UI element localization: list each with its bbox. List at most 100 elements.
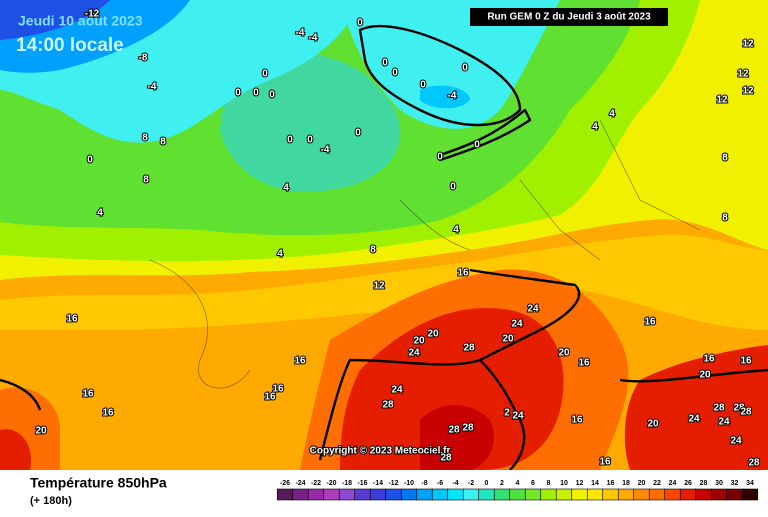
contour-label: 16 (82, 389, 94, 400)
field-hot-west-2 (0, 429, 31, 470)
colorbar-tick-label: 32 (731, 480, 739, 487)
colorbar: -26 -24 -22 -20 -18 -16 -14 -12 -10 -8 -6 -4 -2 0 2 4 6 8… (276, 480, 759, 501)
contour-label: 8 (722, 153, 728, 164)
contour-label: 4 (283, 183, 289, 194)
colorbar-cell (617, 488, 635, 501)
contour-label: 16 (264, 392, 276, 403)
contour-label: 20 (413, 336, 425, 347)
colorbar-tick-label: 2 (500, 480, 504, 487)
contour-label: 16 (644, 317, 656, 328)
colorbar-cell (307, 488, 325, 501)
contour-label: 12 (742, 86, 754, 97)
colorbar-cell (338, 488, 356, 501)
border-line (149, 119, 701, 389)
colorbar-cell (493, 488, 511, 501)
colorbar-tick-label: -10 (404, 480, 414, 487)
contour-label: 0 (474, 140, 480, 151)
contour-label: 0 (87, 155, 93, 166)
coastline (619, 368, 768, 383)
copyright: Copyright © 2023 Meteociel.fr (310, 446, 451, 457)
contour-label: 0 (437, 152, 443, 163)
colorbar-tick-label: -26 (280, 480, 290, 487)
contour-label: -4 (448, 91, 457, 102)
contour-label: 8 (143, 175, 149, 186)
contour-label: 24 (718, 417, 730, 428)
contour-label: 16 (578, 358, 590, 369)
contour-label: 24 (688, 414, 700, 425)
contour-label: 0 (392, 68, 398, 79)
colorbar-tick-label: -8 (421, 480, 427, 487)
contour-label: 4 (609, 109, 615, 120)
colorbar-cell (447, 488, 464, 501)
contour-label: 0 (235, 88, 241, 99)
contour-label: -4 (309, 33, 318, 44)
colorbar-cell (695, 488, 712, 501)
contour-label: 0 (287, 135, 293, 146)
coastline (479, 359, 526, 471)
contour-label: 0 (262, 69, 268, 80)
coastline (0, 378, 42, 411)
contour-label: 24 (511, 319, 523, 330)
field-warm (0, 234, 768, 330)
contour-label: 16 (66, 314, 78, 325)
colorbar-cell (726, 488, 743, 501)
contour-label: 16 (457, 268, 469, 279)
colorbar-tick-label: -20 (326, 480, 336, 487)
coastline (318, 268, 581, 461)
colorbar-cell (478, 488, 495, 501)
contour-label: 20 (502, 334, 514, 345)
field-deepblue (0, 0, 110, 40)
contour-label: 0 (382, 58, 388, 69)
colorbar-cell (369, 488, 387, 501)
contour-label: 16 (102, 408, 114, 419)
contour-label: 28 (462, 423, 474, 434)
colorbar-tick-label: -22 (311, 480, 321, 487)
contour-label: 4 (97, 208, 103, 219)
coastline (358, 24, 522, 127)
colorbar-cell (431, 488, 449, 501)
colorbar-tick-label: 16 (607, 480, 615, 487)
contour-label: 4 (277, 249, 283, 260)
contour-label: 0 (253, 88, 259, 99)
field-hottest (420, 405, 494, 470)
colorbar-cell (710, 488, 728, 501)
contour-label: 28 (440, 453, 452, 464)
field-cold-core (420, 85, 470, 109)
contour-label: -12 (85, 9, 100, 20)
contour-label: 24 (512, 411, 524, 422)
colorbar-cell (385, 488, 402, 501)
field-hotter (340, 308, 564, 470)
colorbar-cell (354, 488, 371, 501)
footer-title: Température 850hPa (30, 475, 167, 491)
contour-label: 16 (294, 356, 306, 367)
contour-label: 16 (599, 457, 611, 468)
colorbar-tick-label: 18 (622, 480, 630, 487)
contour-label: 28 (448, 425, 460, 436)
contour-label: 28 (748, 458, 760, 469)
colorbar-cell (400, 488, 418, 501)
colorbar-cell (540, 488, 557, 501)
colorbar-cell (664, 488, 681, 501)
footer-lead: (+ 180h) (30, 495, 72, 507)
time-label: 14:00 locale (16, 35, 124, 56)
colorbar-tick-label: -16 (357, 480, 367, 487)
contour-label: 2 (504, 408, 510, 419)
contour-label: 0 (450, 182, 456, 193)
contour-label: 12 (373, 281, 385, 292)
colorbar-cell (602, 488, 619, 501)
contour-label: 24 (730, 436, 742, 447)
colorbar-tick-label: 8 (547, 480, 551, 487)
colorbar-tick-label: 26 (684, 480, 692, 487)
colorbar-cell (292, 488, 309, 501)
field-teal (220, 51, 401, 192)
run-label: Run GEM 0 Z du Jeudi 3 août 2023 (487, 12, 651, 23)
contour-label: 24 (527, 304, 539, 315)
contour-label: 16 (272, 384, 284, 395)
colorbar-cell (524, 488, 542, 501)
colorbar-tick-label: -18 (342, 480, 352, 487)
colorbar-tick-label: 20 (638, 480, 646, 487)
colorbar-tick-label: 6 (531, 480, 535, 487)
contour-label: 0 (462, 63, 468, 74)
